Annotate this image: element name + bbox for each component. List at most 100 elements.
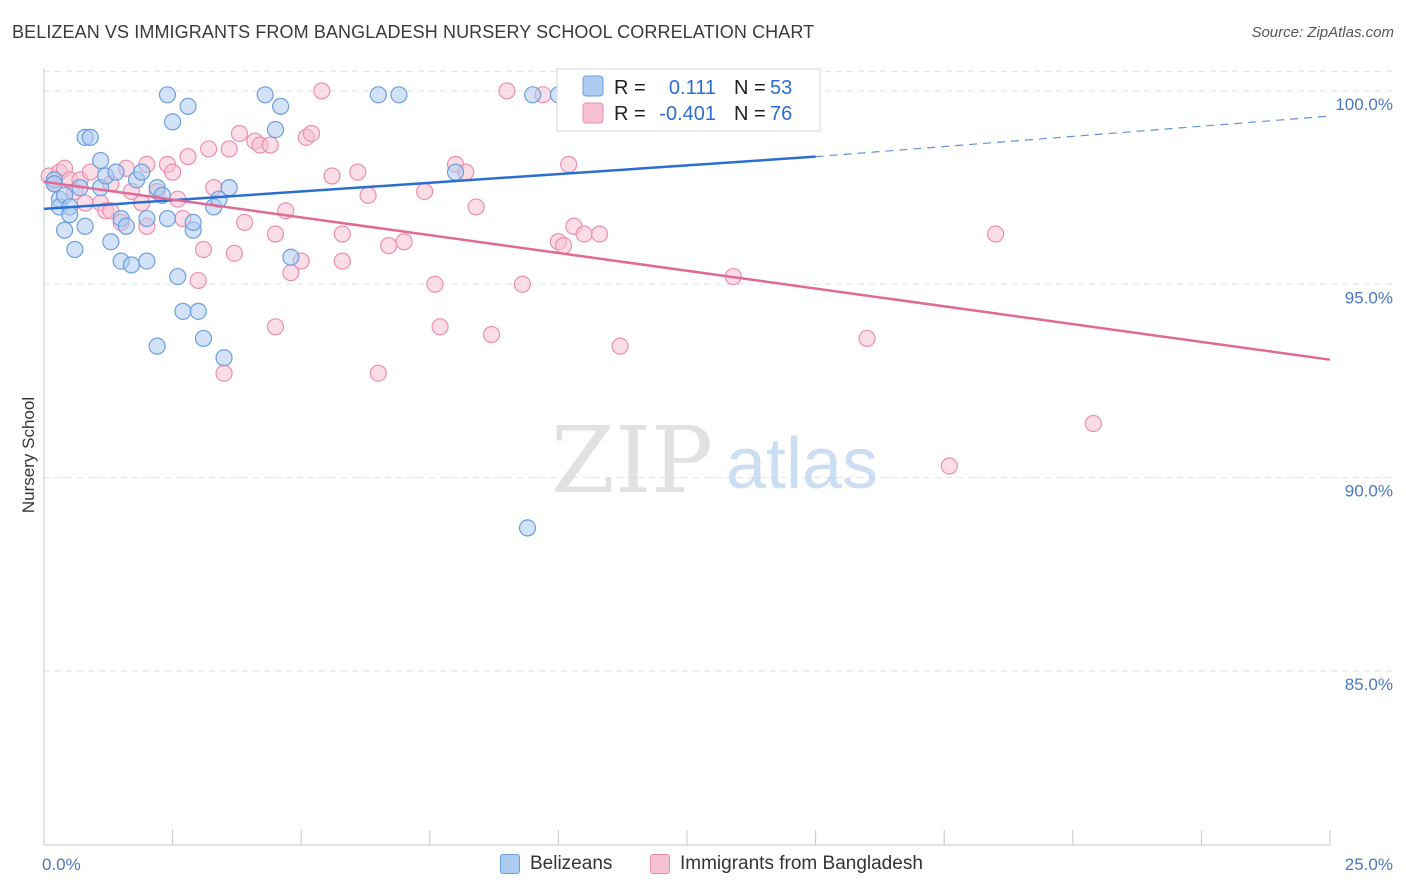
y-tick-label-100: 100.0% (1335, 95, 1393, 114)
bangladesh-point (431, 318, 449, 336)
y-axis-label: Nursery School (19, 397, 38, 513)
chart-title: BELIZEAN VS IMMIGRANTS FROM BANGLADESH N… (12, 22, 815, 42)
bangladesh-point (76, 194, 94, 212)
belizeans-point (138, 209, 156, 228)
belizeans-point (215, 349, 233, 367)
belizeans-point (107, 163, 125, 181)
belizeans-point (174, 302, 192, 320)
legend-r-label-2: R = (614, 103, 646, 125)
bottom-legend: Belizeans Immigrants from Bangladesh (0, 853, 1406, 877)
belizeans-point (518, 519, 537, 537)
legend-swatch-belizeans (582, 75, 604, 97)
belizeans-trend-extension (815, 115, 1331, 158)
legend-n-label-2: N = (734, 103, 766, 125)
bangladesh-point (416, 182, 434, 201)
belizeans-point (524, 86, 542, 104)
belizeans-point (66, 240, 84, 259)
bangladesh-point (194, 240, 213, 259)
belizeans-point (369, 86, 387, 104)
grid-lines (44, 71, 1393, 672)
bangladesh-point (467, 198, 485, 216)
bangladesh-point (554, 237, 573, 255)
y-tick-label-90: 90.0% (1345, 482, 1393, 501)
legend-box: R = 0.111 N = 53 R = -0.401 N = 76 (556, 68, 821, 132)
legend-r-value-1: 0.111 (669, 77, 716, 99)
belizeans-point (164, 113, 182, 131)
bangladesh-point (323, 167, 341, 185)
bangladesh-point (513, 275, 531, 293)
bangladesh-point (590, 225, 609, 243)
bangladesh-point (266, 225, 285, 243)
bangladesh-point (940, 457, 958, 475)
watermark: ZIP atlas (551, 407, 878, 514)
bangladesh-point (498, 82, 516, 100)
belizeans-point (184, 213, 202, 232)
bangladesh-point (333, 225, 351, 243)
bangladesh-point (302, 124, 321, 143)
belizeans-point (256, 86, 274, 104)
legend-swatch-belizeans-bottom (500, 854, 520, 874)
belizeans-point (179, 97, 197, 116)
belizeans-point (102, 233, 120, 251)
bangladesh-point (230, 124, 249, 143)
bangladesh-point (333, 252, 351, 270)
watermark-atlas: atlas (726, 424, 878, 504)
belizeans-point (122, 256, 141, 274)
bangladesh-point (987, 225, 1005, 243)
legend-swatch-bangladesh (582, 102, 604, 124)
source-label: Source: ZipAtlas.com (1251, 24, 1394, 41)
bangladesh-point (349, 163, 367, 181)
belizeans-point (148, 337, 166, 355)
belizeans-point (61, 206, 79, 224)
legend-swatch-bangladesh-bottom (650, 854, 670, 874)
legend-r-label-1: R = (614, 77, 646, 99)
series-belizeans-points (45, 86, 568, 537)
belizeans-point (158, 209, 177, 228)
bangladesh-point (369, 364, 387, 382)
bangladesh-point (426, 275, 444, 293)
bangladesh-point (220, 140, 238, 158)
bangladesh-point (395, 233, 413, 251)
belizeans-point (91, 151, 110, 170)
bangladesh-point (611, 337, 629, 355)
legend-r-value-2: -0.401 (659, 103, 716, 125)
legend-label-belizeans: Belizeans (530, 853, 613, 874)
bangladesh-point (858, 329, 876, 348)
bangladesh-point (179, 148, 197, 166)
bangladesh-point (189, 271, 207, 290)
bangladesh-point (215, 364, 233, 382)
legend-n-value-2: 76 (770, 103, 792, 125)
belizeans-point (133, 163, 151, 181)
belizeans-point (158, 86, 177, 104)
x-tick-label-25: 25.0% (1345, 855, 1393, 874)
belizeans-point (138, 252, 156, 270)
belizeans-point (266, 121, 285, 139)
belizeans-point (76, 217, 94, 235)
bangladesh-point (261, 136, 279, 154)
bangladesh-point (236, 213, 254, 232)
tick-labels: 85.0% 90.0% 95.0% 100.0% 0.0% 25.0% (42, 95, 1393, 874)
bangladesh-point (575, 225, 593, 243)
watermark-zip: ZIP (551, 407, 713, 514)
bangladesh-trend-line (43, 180, 1331, 361)
belizeans-point (117, 217, 135, 235)
bangladesh-point (560, 155, 578, 174)
bangladesh-point (359, 186, 377, 204)
y-tick-label-95: 95.0% (1345, 288, 1393, 307)
belizeans-point (55, 221, 74, 239)
legend-n-label-1: N = (734, 77, 766, 99)
legend-item-bangladesh[interactable]: Immigrants from Bangladesh (650, 853, 923, 875)
legend-item-belizeans[interactable]: Belizeans (500, 853, 612, 875)
axes (43, 68, 1331, 846)
legend-n-value-1: 53 (770, 77, 792, 99)
belizeans-point (390, 86, 408, 104)
bangladesh-point (482, 325, 501, 344)
y-tick-label-85: 85.0% (1345, 675, 1393, 694)
belizeans-point (282, 248, 300, 266)
belizeans-point (446, 163, 465, 181)
bangladesh-point (1084, 414, 1102, 433)
belizeans-point (81, 128, 99, 146)
bangladesh-point (313, 82, 331, 100)
belizeans-point (272, 97, 290, 116)
